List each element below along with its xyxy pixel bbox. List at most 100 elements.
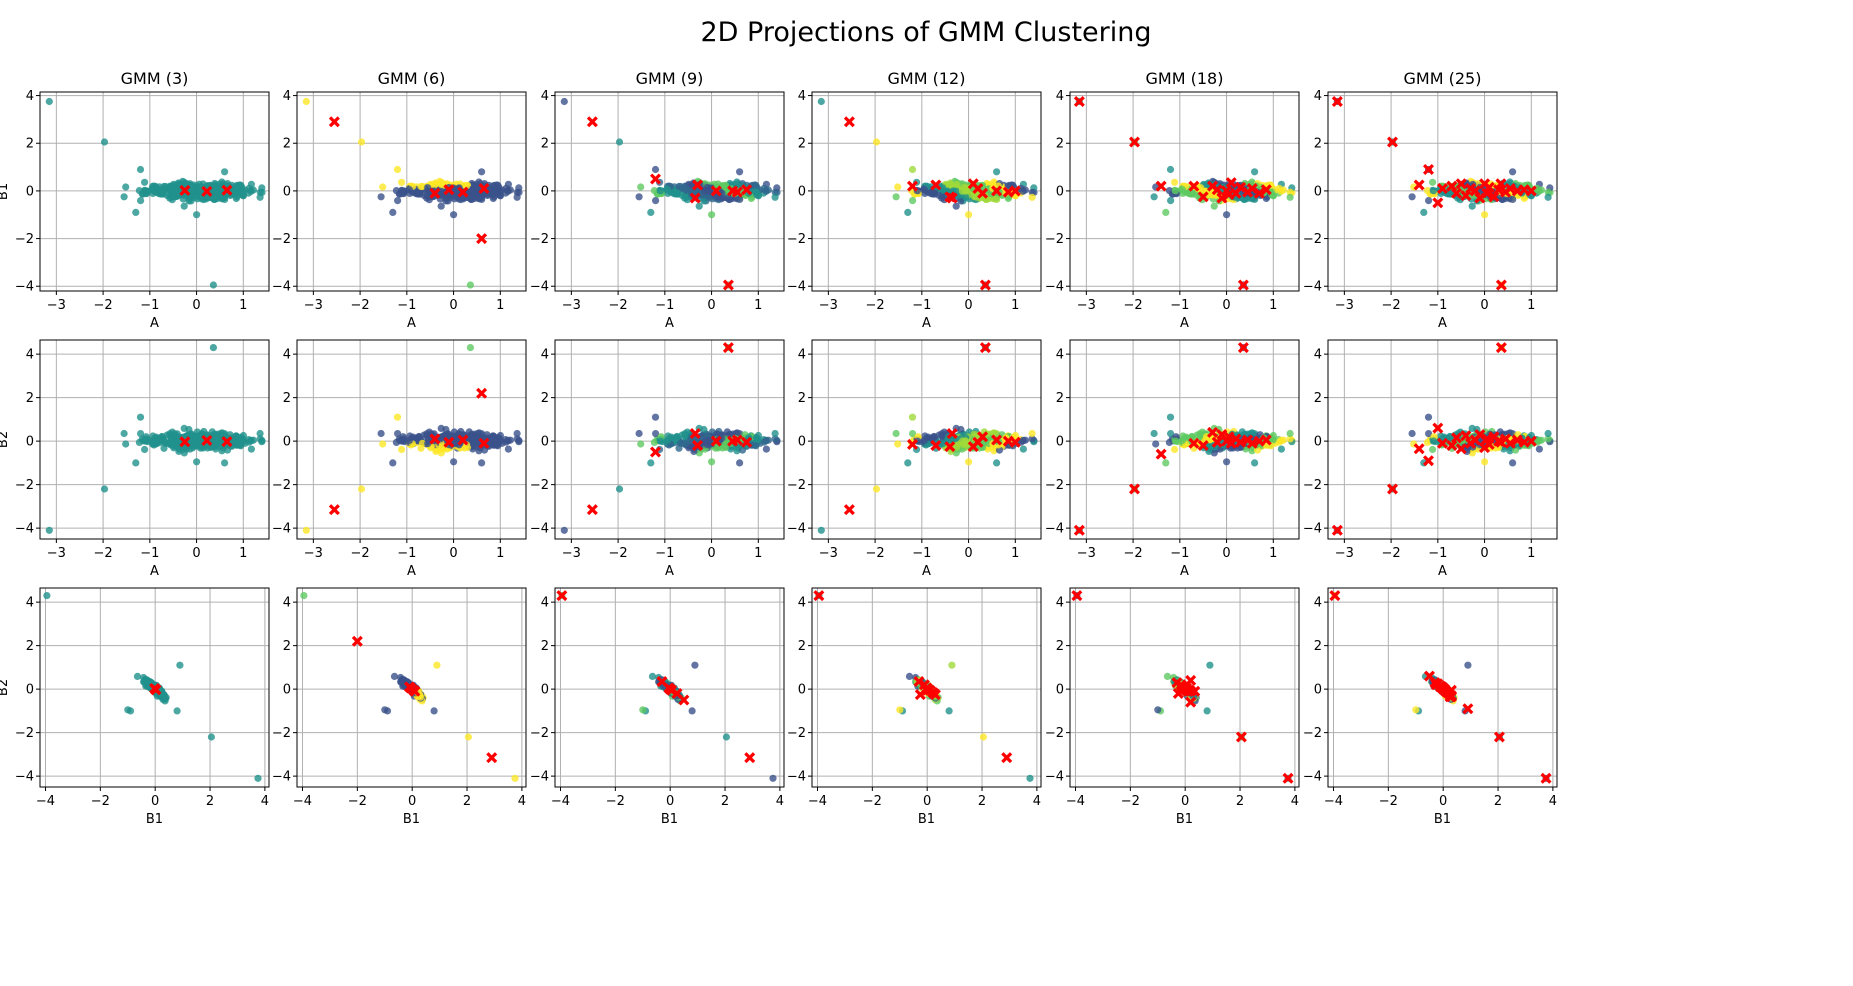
subplot-title: GMM (18) [1146, 69, 1224, 88]
data-point [135, 438, 143, 446]
x-axis-label: A [922, 564, 931, 579]
y-tick-label: −2 [272, 478, 291, 493]
y-tick-label: 0 [26, 184, 34, 199]
data-point [1178, 186, 1186, 194]
data-point [872, 138, 881, 146]
data-point [137, 197, 145, 205]
data-point [237, 442, 245, 450]
data-point [615, 138, 624, 146]
data-point [701, 437, 710, 445]
data-point [377, 193, 385, 201]
data-point [136, 165, 145, 174]
y-tick-label: 0 [798, 435, 806, 450]
x-tick-label: 1 [1527, 298, 1535, 313]
data-point [513, 188, 521, 196]
x-axis-label: A [407, 564, 416, 579]
data-point [393, 165, 402, 174]
data-point [100, 485, 109, 493]
x-tick-label: −2 [351, 298, 370, 313]
x-tick-label: −2 [94, 546, 113, 561]
subplot-title: GMM (25) [1404, 69, 1482, 88]
data-point [45, 97, 53, 106]
y-tick-label: −4 [272, 522, 291, 537]
figure-title: 2D Projections of GMM Clustering [701, 17, 1152, 48]
data-point [132, 208, 140, 216]
x-tick-label: 0 [192, 546, 200, 561]
y-tick-label: 0 [26, 435, 34, 450]
data-point [675, 182, 683, 191]
y-tick-label: −4 [787, 522, 806, 537]
centroid-marker [328, 116, 340, 128]
x-axis-label: A [922, 316, 931, 331]
centroid-marker [443, 184, 455, 196]
y-tick-label: 2 [541, 391, 549, 406]
x-tick-label: −2 [866, 298, 885, 313]
x-tick-label: 0 [1222, 298, 1230, 313]
data-point [135, 187, 143, 195]
y-tick-label: −2 [15, 478, 34, 493]
x-tick-label: −1 [655, 546, 674, 561]
x-tick-label: 1 [239, 546, 247, 561]
x-tick-label: −1 [655, 298, 674, 313]
data-point [487, 189, 495, 197]
x-tick-label: −2 [351, 546, 370, 561]
x-tick-label: −3 [819, 298, 838, 313]
data-point [958, 187, 967, 195]
axes-frame [296, 91, 527, 292]
data-point [180, 424, 188, 432]
data-point [478, 459, 486, 467]
data-point [656, 437, 665, 445]
data-point [1481, 211, 1489, 219]
data-point [504, 436, 512, 444]
y-tick-label: 2 [26, 137, 34, 152]
y-tick-label: −2 [1303, 232, 1322, 247]
y-tick-label: −4 [530, 522, 549, 537]
y-tick-label: 2 [541, 137, 549, 152]
x-tick-label: −2 [1382, 298, 1401, 313]
data-point [120, 193, 128, 201]
data-point [141, 187, 149, 195]
data-point [708, 458, 716, 466]
data-point [721, 182, 729, 190]
data-point [247, 436, 255, 444]
data-point [1171, 445, 1179, 454]
data-point [494, 188, 502, 196]
data-point [762, 445, 771, 453]
data-point [180, 202, 188, 210]
data-point [752, 181, 760, 189]
y-tick-label: −4 [15, 280, 34, 295]
data-point [405, 186, 413, 194]
data-point [193, 211, 201, 219]
y-tick-label: 4 [1314, 89, 1322, 104]
data-point [504, 187, 512, 195]
y-tick-label: 4 [541, 89, 549, 104]
x-tick-label: −3 [1335, 298, 1354, 313]
centroid-marker [1331, 96, 1343, 108]
y-axis-label: B2 [0, 431, 11, 448]
data-point [1429, 187, 1437, 195]
x-tick-label: −3 [562, 298, 581, 313]
data-point [398, 178, 406, 186]
x-tick-label: 0 [1480, 298, 1488, 313]
x-tick-label: −2 [94, 298, 113, 313]
data-point [1425, 197, 1433, 205]
x-tick-label: −1 [912, 298, 931, 313]
data-point [393, 413, 402, 421]
data-point [100, 138, 109, 146]
data-point [1167, 197, 1175, 205]
y-tick-label: 4 [541, 348, 549, 363]
centroid-marker [328, 504, 340, 516]
data-point [394, 197, 402, 205]
data-point [167, 184, 175, 192]
y-tick-label: −4 [530, 280, 549, 295]
data-point [1277, 445, 1285, 453]
x-tick-label: −1 [140, 546, 159, 561]
data-point [136, 413, 145, 421]
y-tick-label: 4 [283, 348, 291, 363]
data-point [817, 526, 825, 534]
